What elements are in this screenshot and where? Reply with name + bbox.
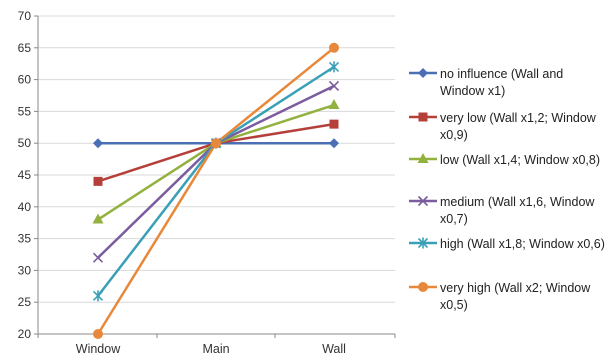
legend-marker <box>418 112 428 122</box>
y-tick-label: 70 <box>18 9 32 23</box>
data-point <box>329 42 339 53</box>
legend-label: no influence (Wall and Window x1) <box>440 67 564 98</box>
series-markers <box>92 42 340 339</box>
y-tick-labels: 20 25 30 35 40 45 50 55 60 65 70 <box>18 9 32 341</box>
y-tick-label: 65 <box>18 41 32 55</box>
legend-label: very low (Wall x1,2; Window x0,9) <box>440 111 596 142</box>
legend-swatch-icon <box>409 237 437 249</box>
legend-marker <box>417 153 429 163</box>
series-line <box>97 122 335 183</box>
data-point <box>92 252 104 263</box>
legend-swatch-icon <box>409 112 437 122</box>
legend-label: very high (Wall x2; Window x0,5) <box>440 281 591 312</box>
y-tick-label: 35 <box>18 232 32 246</box>
legend-marker <box>418 282 428 292</box>
data-point <box>329 119 339 129</box>
legend-swatch-icon <box>409 68 437 78</box>
legend-label: medium (Wall x1,6, Window x0,7) <box>440 195 595 226</box>
gridlines <box>38 15 395 335</box>
y-tick-label: 20 <box>18 327 32 341</box>
data-point <box>329 138 339 149</box>
y-tick-label: 45 <box>18 168 32 182</box>
legend-label: high (Wall x1,8; Window x0,6) <box>440 237 605 251</box>
x-tick-label: Window <box>76 342 121 356</box>
legend-swatch-icon <box>409 282 437 292</box>
legend-swatch-icon <box>409 195 437 207</box>
y-tick-label: 55 <box>18 104 32 118</box>
data-point <box>93 329 103 339</box>
legend-label: low (Wall x1,4; Window x0,8) <box>440 153 600 167</box>
data-point <box>93 138 103 149</box>
y-tick-label: 30 <box>18 263 32 277</box>
data-point <box>92 213 104 224</box>
y-tick-label: 60 <box>18 73 32 87</box>
y-tick-label: 40 <box>18 200 32 214</box>
y-tick-label: 25 <box>18 295 32 309</box>
data-point <box>328 61 340 73</box>
x-tick-label: Main <box>202 342 229 356</box>
data-point <box>92 290 104 302</box>
data-point <box>211 138 221 149</box>
x-tick-labels: Window Main Wall <box>76 342 346 356</box>
y-tick-label: 50 <box>18 136 32 150</box>
legend-marker <box>417 237 429 249</box>
data-point <box>328 99 340 110</box>
data-point <box>328 80 340 92</box>
legend-marker <box>418 68 428 78</box>
legend-marker <box>417 195 429 207</box>
data-point <box>93 176 103 186</box>
axes <box>34 15 396 338</box>
series-line <box>97 103 335 221</box>
x-tick-label: Wall <box>322 342 346 356</box>
legend-swatch-icon <box>409 153 437 163</box>
series-line <box>97 65 335 297</box>
series-lines <box>96 46 335 335</box>
